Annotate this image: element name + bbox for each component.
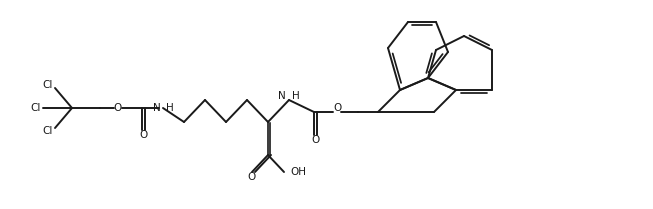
Text: N: N (278, 91, 286, 101)
Text: Cl: Cl (42, 126, 53, 136)
Text: O: O (333, 103, 341, 113)
Text: O: O (114, 103, 122, 113)
Text: OH: OH (290, 167, 306, 177)
Text: H: H (166, 103, 174, 113)
Text: Cl: Cl (31, 103, 41, 113)
Text: N: N (153, 103, 161, 113)
Text: O: O (248, 172, 256, 182)
Text: Cl: Cl (42, 80, 53, 90)
Text: O: O (139, 130, 148, 140)
Text: H: H (292, 91, 300, 101)
Text: O: O (311, 135, 319, 145)
